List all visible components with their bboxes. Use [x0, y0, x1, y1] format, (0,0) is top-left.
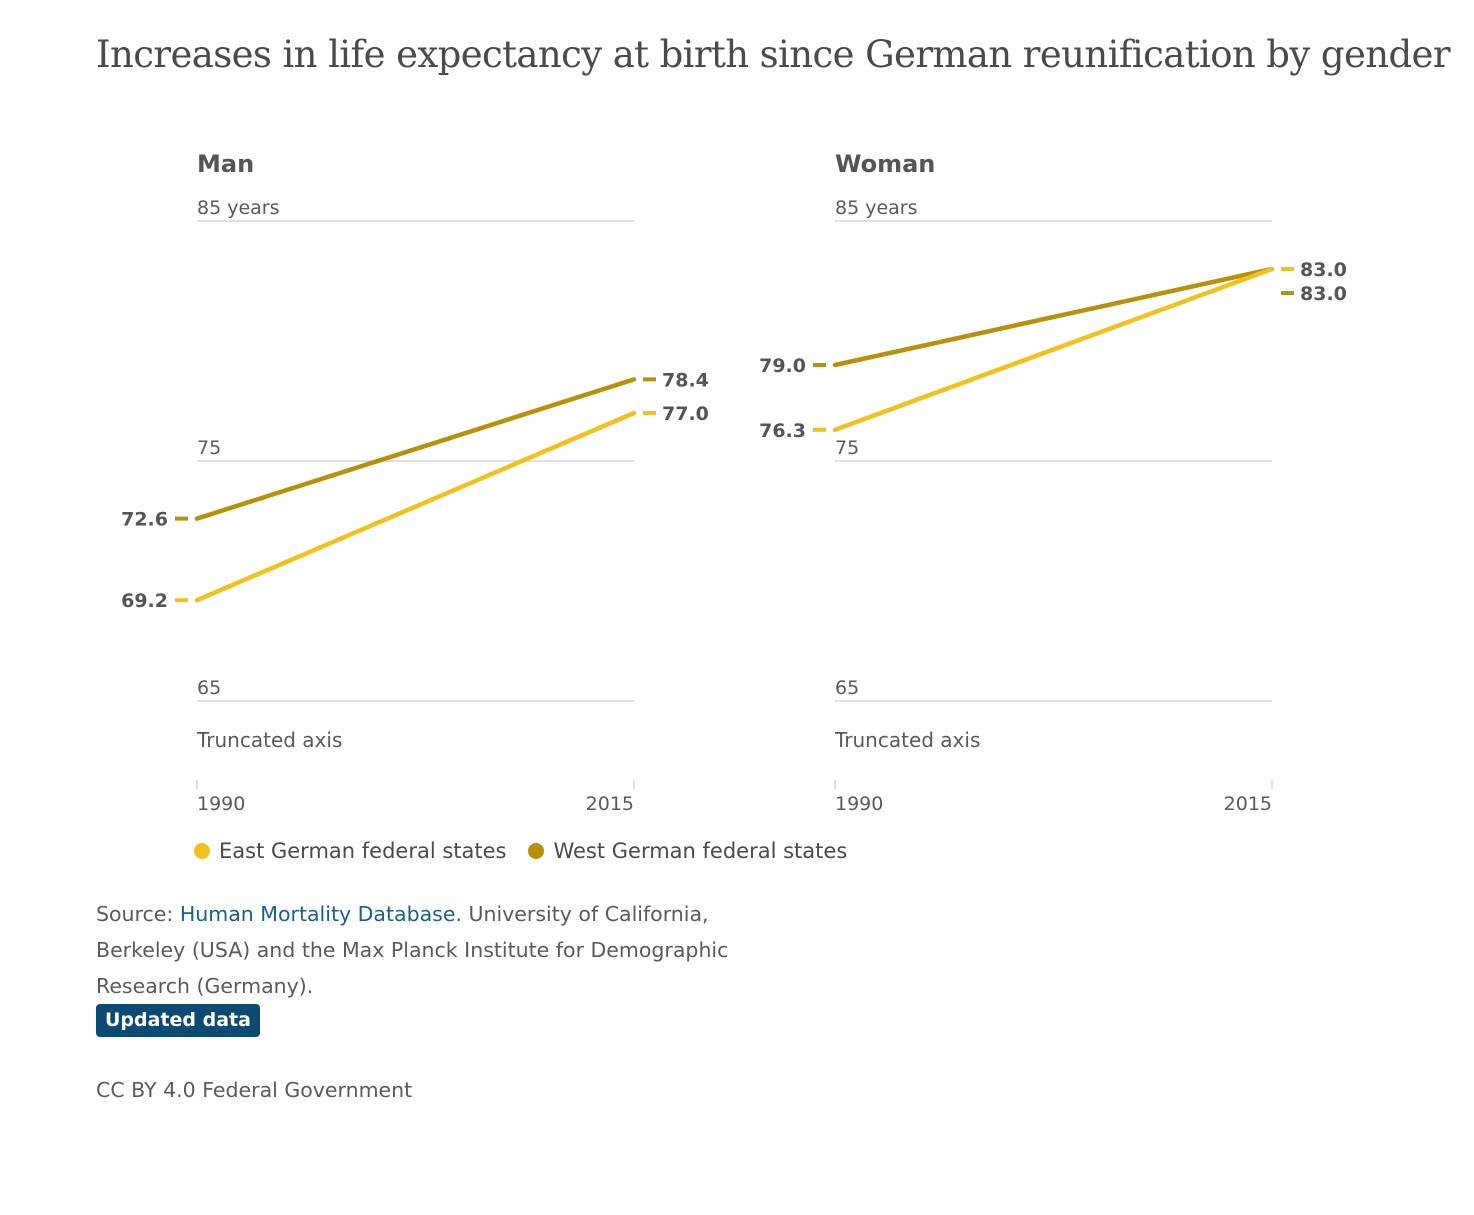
x-tick-label-1-0: 1990: [835, 793, 883, 815]
license-text: CC BY 4.0 Federal Government: [96, 1078, 413, 1102]
y-tick-label-1-2: 65: [835, 677, 859, 699]
legend-item-east[interactable]: East German federal states: [194, 839, 506, 863]
y-tick-label-1-0: 85 years: [835, 197, 918, 219]
axis-note-0: Truncated axis: [196, 728, 342, 752]
y-tick-label-0-1: 75: [197, 437, 221, 459]
legend-east-label: East German federal states: [219, 839, 507, 863]
y-tick-label-1-1: 75: [835, 437, 859, 459]
end-value-label-east-1: 83.0: [1300, 259, 1347, 281]
panel-title-1: Woman: [835, 150, 935, 178]
y-tick-label-0-0: 85 years: [197, 197, 280, 219]
source-note: Source: Human Mortality Database. Univer…: [96, 896, 736, 1004]
chart-title: Increases in life expectancy at birth si…: [96, 33, 1451, 76]
updated-data-button[interactable]: Updated data: [96, 1004, 260, 1037]
x-tick-label-0-0: 1990: [197, 793, 245, 815]
axis-note-1: Truncated axis: [834, 728, 980, 752]
start-value-label-west-1: 79.0: [759, 355, 806, 377]
end-value-label-east-0: 77.0: [662, 403, 709, 425]
start-value-label-west-0: 72.6: [121, 509, 168, 531]
series-line-east-1: [832, 266, 1275, 433]
source-rest: University of California, Berkeley (USA)…: [96, 902, 729, 998]
legend: East German federal states West German f…: [194, 839, 869, 863]
legend-item-west[interactable]: West German federal states: [528, 839, 847, 863]
end-value-label-west-1: 83.0: [1300, 283, 1347, 305]
start-value-label-east-1: 76.3: [759, 420, 806, 442]
x-tick-label-1-1: 2015: [1224, 793, 1272, 815]
panel-title-0: Man: [197, 150, 254, 178]
series-line-west-0: [194, 377, 637, 521]
source-link[interactable]: Human Mortality Database.: [179, 902, 462, 926]
start-value-label-east-0: 69.2: [121, 590, 168, 612]
legend-east-swatch: [194, 843, 210, 859]
chart-canvas: Man 85 years 75 65 Truncated axis 1990 2015 69.…: [121, 150, 1347, 815]
source-prefix: Source:: [96, 902, 180, 926]
y-tick-label-0-2: 65: [197, 677, 221, 699]
legend-west-label: West German federal states: [553, 839, 848, 863]
legend-west-swatch: [528, 843, 545, 859]
x-tick-label-0-1: 2015: [586, 793, 634, 815]
end-value-label-west-0: 78.4: [662, 369, 709, 391]
series-line-east-0: [194, 410, 637, 603]
series-line-west-1: [832, 266, 1275, 368]
